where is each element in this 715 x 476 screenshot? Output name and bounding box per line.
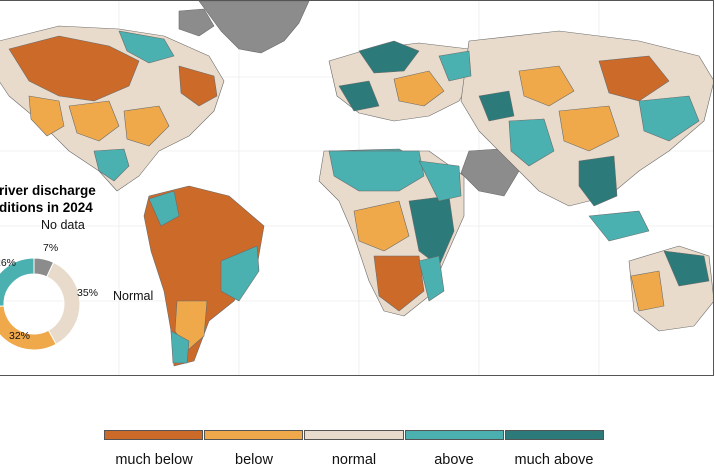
south-america-base xyxy=(143,185,265,367)
legend-swatch-above xyxy=(404,430,504,440)
basin-west-australia-below xyxy=(630,270,665,312)
inset-title-line-1: river discharge xyxy=(0,183,96,198)
basin-na-north-much-below xyxy=(8,35,140,102)
basin-indonesia-above xyxy=(588,210,650,242)
basin-se-asia-much-above xyxy=(578,155,618,207)
basin-na-southeast-below xyxy=(123,105,170,147)
basin-na-west-below xyxy=(28,95,65,137)
basin-north-australia-much-above xyxy=(663,250,710,287)
basin-china-below xyxy=(558,105,620,152)
basin-sahel-above xyxy=(328,150,425,192)
legend-label-below: below xyxy=(235,452,273,468)
inset-title-line-2: ditions in 2024 xyxy=(0,200,93,215)
world-map-svg xyxy=(0,1,713,375)
legend-color-bar xyxy=(104,430,605,440)
inset-title: river discharge ditions in 2024 xyxy=(0,182,129,216)
basin-russia-west-above xyxy=(438,50,472,82)
basin-south-africa-much-below xyxy=(373,255,425,312)
basin-caspian-much-above xyxy=(478,90,515,122)
basin-sa-north-above xyxy=(148,190,180,227)
basin-scandinavia-much-above xyxy=(358,40,420,74)
basin-east-europe-below xyxy=(393,70,445,107)
legend-swatch-normal xyxy=(304,430,404,440)
legend-label-normal: normal xyxy=(331,452,377,468)
basin-na-central-below xyxy=(68,100,120,142)
legend-swatch-below xyxy=(204,430,304,440)
donut-slice-normal xyxy=(46,261,81,345)
basin-siberia-much-below xyxy=(598,55,670,102)
donut-label-no-data: 7% xyxy=(43,242,59,254)
donut-name-normal: Normal xyxy=(113,289,154,303)
basin-india-above xyxy=(508,118,555,167)
legend-swatch-much-above xyxy=(504,430,605,440)
legend-swatch-much-below xyxy=(104,430,204,440)
donut-name-no-data: No data xyxy=(41,218,85,232)
basin-nile-above xyxy=(418,160,462,202)
legend-label-much-below: much below xyxy=(115,452,193,468)
basin-na-east-much-below xyxy=(178,65,218,107)
world-map: river discharge ditions in 2024 No data … xyxy=(0,0,714,376)
donut-label-below: 32% xyxy=(9,330,31,342)
arctic-island-region xyxy=(178,8,215,37)
discharge-donut-chart xyxy=(0,257,81,351)
basin-west-europe-much-above xyxy=(338,80,380,112)
basin-patagonia-above xyxy=(170,330,190,364)
donut-slice-above xyxy=(0,257,35,307)
greenland-region xyxy=(198,1,310,54)
basin-na-arctic-above xyxy=(118,30,175,64)
donut-label-above: 26% xyxy=(0,257,17,269)
basin-madagascar-above xyxy=(418,255,445,302)
basin-sa-east-above xyxy=(220,245,260,302)
basin-central-africa-below xyxy=(353,200,410,252)
donut-label-normal: 35% xyxy=(77,287,99,299)
basin-east-asia-above xyxy=(638,95,700,142)
legend-label-above: above xyxy=(434,452,474,468)
legend-label-much-above: much above xyxy=(514,452,594,468)
basin-central-asia-below xyxy=(518,65,575,107)
basin-mexico-above xyxy=(93,148,130,182)
river-basins xyxy=(8,30,710,364)
donut-slice-below xyxy=(0,305,57,351)
